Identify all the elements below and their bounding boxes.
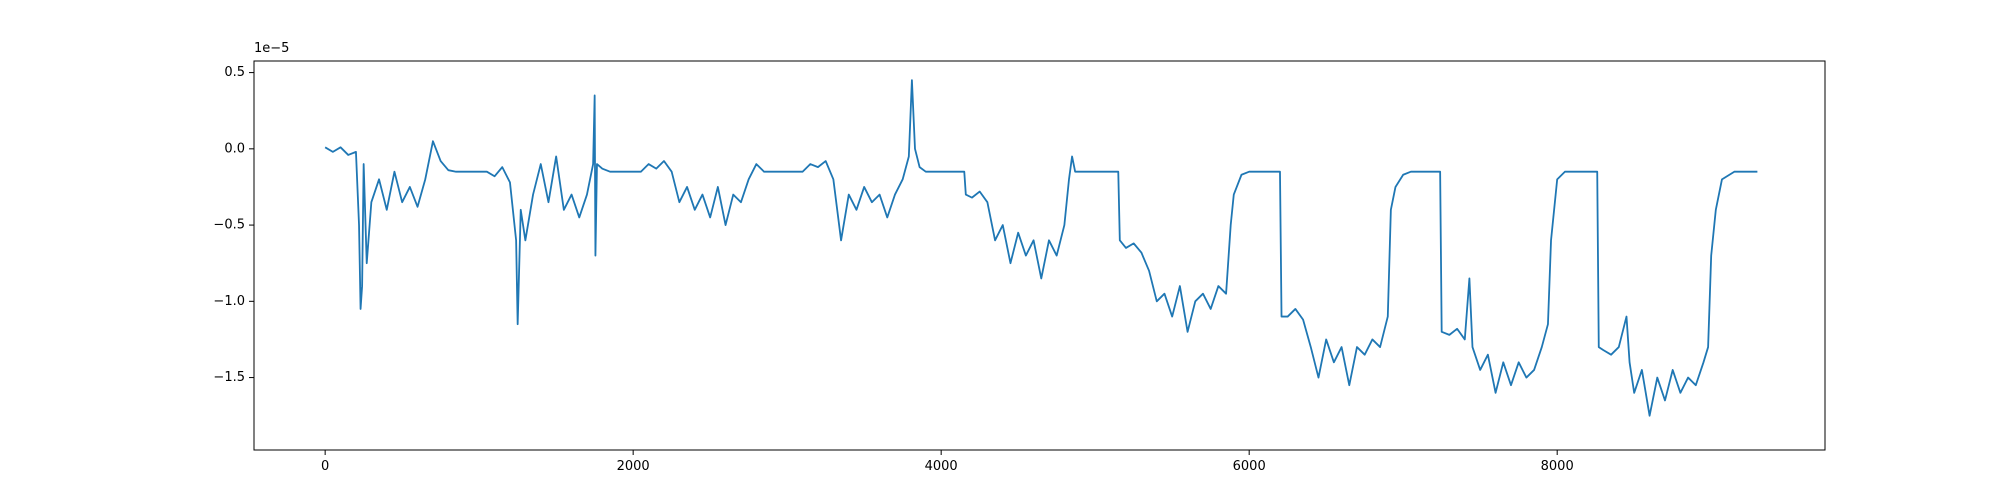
y-tick-label: 0.0 (224, 141, 245, 156)
x-tick-label: 6000 (1233, 459, 1266, 474)
x-tick-label: 0 (321, 459, 329, 474)
x-tick-label: 4000 (925, 459, 958, 474)
x-tick-label: 8000 (1541, 459, 1574, 474)
x-tick-label: 2000 (617, 459, 650, 474)
y-tick-label: 0.5 (224, 65, 245, 80)
offset-label: 1e−5 (254, 41, 289, 56)
y-tick-label: −0.5 (213, 218, 245, 233)
data-line (324, 79, 1758, 417)
y-tick-label: −1.5 (213, 370, 245, 385)
axes-frame (253, 60, 1826, 451)
y-tick-label: −1.0 (213, 294, 245, 309)
